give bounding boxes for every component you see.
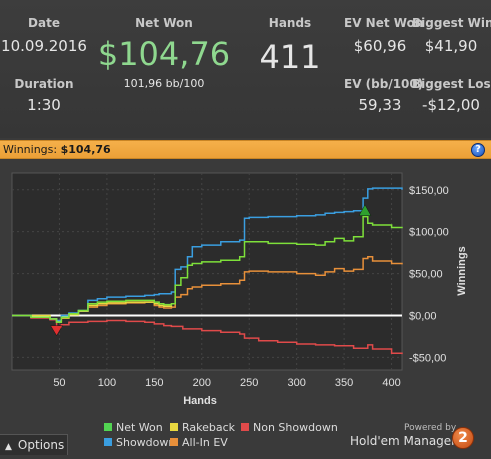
legend-item-all-in-ev[interactable]: All-In EV	[170, 436, 228, 449]
x-tick-label: 250	[240, 377, 258, 389]
winnings-bar: Winnings: $104,76 ?	[0, 140, 491, 159]
question-icon[interactable]: ?	[471, 143, 485, 157]
series-layer	[12, 187, 403, 355]
legend-item-showdown[interactable]: Showdown	[104, 436, 175, 449]
x-tick-label: 150	[145, 377, 163, 389]
powered-by-text: Powered by	[404, 423, 457, 433]
chart-svg: $150,00 $100,00 $50,00 $0,00 -$50,00 50 100 15…	[11, 172, 468, 407]
x-tick-label: 200	[193, 377, 211, 389]
winnings-chart: $150,00 $100,00 $50,00 $0,00 -$50,00 50 100 15…	[0, 160, 491, 459]
ev-net-won-value: $60,96	[353, 37, 407, 55]
y-tick-label: $0,00	[409, 311, 437, 323]
chevron-up-icon: ▲	[5, 442, 12, 452]
y-tick-label: $100,00	[409, 227, 449, 239]
min-marker-icon	[50, 325, 64, 337]
duration-label: Duration	[14, 77, 74, 91]
legend-swatch	[170, 438, 178, 446]
options-button[interactable]: ▲ Options	[0, 434, 68, 455]
legend-swatch	[104, 423, 112, 431]
winnings-value: $104,76	[60, 143, 111, 156]
legend-swatch	[241, 423, 249, 431]
brand-name: Hold'em Manager	[350, 434, 457, 448]
x-tick-label: 300	[287, 377, 305, 389]
series-line-non-showdown	[12, 314, 403, 355]
x-axis-label: Hands	[183, 395, 217, 407]
hem-logo-icon: 2	[452, 427, 474, 449]
y-tick-labels: $150,00 $100,00 $50,00 $0,00 -$50,00	[409, 185, 449, 365]
y-tick-label: -$50,00	[409, 352, 446, 364]
duration-value: 1:30	[27, 96, 61, 114]
x-tick-label: 100	[98, 377, 116, 389]
ev-net-won-label: EV Net Won	[344, 16, 424, 30]
series-line-net-won	[12, 215, 403, 323]
net-won-label: Net Won	[135, 16, 193, 30]
legend-swatch	[170, 423, 178, 431]
net-won-bb: 101,96 bb/100	[123, 77, 205, 90]
stats-panel: Date 10.09.2016 Duration 1:30 Net Won $1…	[0, 0, 491, 138]
biggest-loss-label: Biggest Loss	[412, 77, 491, 91]
x-tick-label: 50	[53, 377, 65, 389]
biggest-loss-value: -$12,00	[422, 96, 480, 114]
biggest-win-value: $41,90	[424, 37, 478, 55]
legend-item-net-won[interactable]: Net Won	[104, 421, 163, 434]
max-marker-icon	[358, 204, 372, 216]
ev-bb-label: EV (bb/100)	[344, 77, 424, 91]
ev-bb-value: 59,33	[358, 96, 402, 114]
grid-layer	[12, 173, 402, 370]
marker-layer	[50, 204, 372, 337]
winnings-label: Winnings:	[3, 143, 58, 156]
legend-swatch	[104, 438, 112, 446]
legend-item-non-showdown[interactable]: Non Showdown	[241, 421, 338, 434]
y-tick-label: $150,00	[409, 185, 449, 197]
hands-label: Hands	[268, 16, 312, 30]
legend-item-rakeback[interactable]: Rakeback	[170, 421, 235, 434]
hands-value: 411	[259, 38, 321, 76]
x-tick-labels: 50 100 150 200 250 300 350 400	[53, 377, 400, 389]
x-tick-label: 400	[382, 377, 400, 389]
net-won-value: $104,76	[97, 35, 231, 73]
y-tick-label: $50,00	[409, 269, 443, 281]
series-line-rakeback	[12, 301, 173, 323]
biggest-win-label: Biggest Win	[412, 16, 491, 30]
x-tick-label: 350	[335, 377, 353, 389]
plot-area	[11, 172, 403, 371]
date-value: 10.09.2016	[1, 37, 87, 55]
date-label: Date	[28, 16, 60, 30]
y-axis-label: Winnings	[456, 246, 468, 295]
